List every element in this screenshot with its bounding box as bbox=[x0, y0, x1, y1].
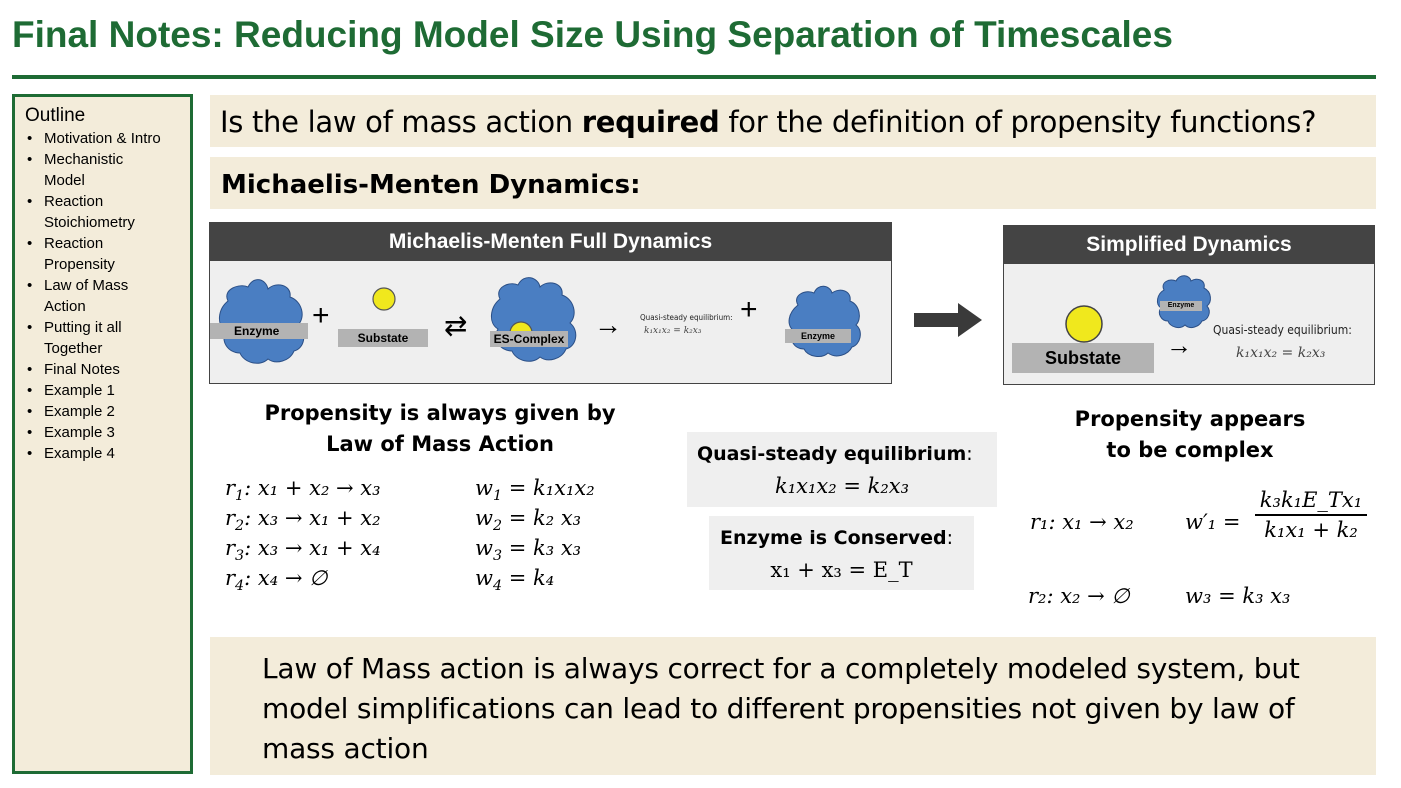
reaction-rows: r1: x₁ + x₂ → x₃ w1 = k₁x₁x₂ r2: x₃ → x₁ +… bbox=[225, 476, 645, 596]
outline-item: Mechanistic bbox=[15, 149, 193, 170]
enzyme-blob bbox=[219, 279, 305, 364]
outline-item: Example 3 bbox=[15, 422, 193, 443]
outline-item: Reaction bbox=[15, 233, 193, 254]
es-complex-label: ES-Complex bbox=[490, 331, 568, 347]
title-divider bbox=[12, 75, 1376, 79]
outline-item: Action bbox=[44, 298, 86, 315]
qse-box: Quasi-steady equilibrium: k₁x₁x₂ = k₂x₃ bbox=[687, 432, 997, 507]
outline-item: Final Notes bbox=[15, 359, 193, 380]
outline-item: Law of Mass bbox=[15, 275, 193, 296]
reaction-list: r1: x₁ + x₂ → x₃ w1 = k₁x₁x₂ r2: x₃ → x₁ +… bbox=[225, 476, 645, 596]
enzyme-label-2: Enzyme bbox=[785, 329, 851, 343]
outline-sidebar: Outline Motivation & IntroMechanistic Mod… bbox=[12, 94, 193, 774]
section-heading: Michaelis-Menten Dynamics: bbox=[221, 170, 641, 200]
reaction-row: r2: x₃ → x₁ + x₂ w2 = k₂ x₃ bbox=[225, 506, 645, 536]
fraction-numerator: k₃k₁E_Tx₁ bbox=[1259, 488, 1363, 512]
reaction-equation: r1: x₁ + x₂ → x₃ bbox=[225, 476, 381, 505]
es-complex-blob bbox=[491, 277, 577, 362]
equilibrium-arrow: ⇄ bbox=[444, 310, 468, 341]
simplified-arrow: → bbox=[1166, 330, 1192, 360]
enzyme-label-small: Enzyme bbox=[1160, 301, 1202, 311]
full-dynamics-panel: Michaelis-Menten Full Dynamics Enzyme + … bbox=[209, 222, 892, 384]
outline-heading: Outline bbox=[25, 105, 86, 126]
simplified-dynamics-panel: Simplified Dynamics Substate Enzyme → Qu… bbox=[1003, 225, 1375, 385]
plus-sign-2: + bbox=[740, 293, 758, 326]
outline-list: Motivation & IntroMechanistic Model Reacti… bbox=[15, 128, 193, 464]
question-band: Is the law of mass action required for t… bbox=[210, 95, 1376, 147]
substrate-label-large: Substate bbox=[1012, 343, 1154, 373]
reaction-row: r4: x₄ → ∅ w4 = k₄ bbox=[225, 566, 645, 596]
simplified-dynamics-diagram bbox=[1065, 275, 1211, 343]
simplified-propensity-2: w₃ = k₃ x₃ bbox=[1185, 584, 1291, 608]
simplified-dynamics-title: Simplified Dynamics bbox=[1004, 226, 1374, 264]
conserved-box-title: Enzyme is Conserved: bbox=[720, 527, 954, 549]
full-dynamics-title: Michaelis-Menten Full Dynamics bbox=[210, 223, 891, 261]
propensity-equation: w4 = k₄ bbox=[475, 566, 555, 595]
reaction-row: r1: x₁ + x₂ → x₃ w1 = k₁x₁x₂ bbox=[225, 476, 645, 506]
outline-item: Stoichiometry bbox=[44, 214, 135, 231]
propensity-equation: w2 = k₂ x₃ bbox=[475, 506, 582, 535]
simplified-propensity-1-fraction: k₃k₁E_Tx₁ k₁x₁ + k₂ bbox=[1255, 488, 1367, 542]
plus-sign: + bbox=[312, 299, 330, 332]
outline-item: Putting it all bbox=[15, 317, 193, 338]
mass-action-caption: Propensity is always given by Law of Mas… bbox=[264, 401, 616, 456]
outline-item: Reaction bbox=[15, 191, 193, 212]
propensity-equation: w3 = k₃ x₃ bbox=[475, 536, 582, 565]
reaction-equation: r3: x₃ → x₁ + x₄ bbox=[225, 536, 381, 565]
big-right-arrow-icon bbox=[914, 303, 982, 337]
enzyme-blob-2 bbox=[788, 285, 861, 357]
outline-item: Example 4 bbox=[15, 443, 193, 464]
outline-item: Example 1 bbox=[15, 380, 193, 401]
conclusion-text: Law of Mass action is always correct for… bbox=[262, 652, 1300, 765]
section-band: Michaelis-Menten Dynamics: bbox=[210, 157, 1376, 209]
qse-small-label: Quasi-steady equilibrium: bbox=[640, 313, 733, 322]
fraction-denominator: k₁x₁ + k₂ bbox=[1264, 518, 1358, 542]
simplified-propensity-1-lhs: w′₁ = bbox=[1185, 510, 1241, 534]
outline-item: Example 2 bbox=[15, 401, 193, 422]
propensity-equation: w1 = k₁x₁x₂ bbox=[475, 476, 595, 505]
question-emphasis: required bbox=[581, 105, 720, 139]
simplified-qse-label: Quasi-steady equilibrium: bbox=[1213, 323, 1352, 337]
reaction-equation: r4: x₄ → ∅ bbox=[225, 566, 328, 595]
conserved-box-equation: x₁ + x₃ = E_T bbox=[770, 558, 913, 582]
conserved-box: Enzyme is Conserved: x₁ + x₃ = E_T bbox=[709, 516, 974, 590]
outline-item: Model bbox=[44, 172, 85, 189]
enzyme-label: Enzyme bbox=[210, 323, 308, 339]
substrate-circle-large bbox=[1065, 305, 1103, 343]
outline-item: Propensity bbox=[44, 256, 115, 273]
conclusion-band: Law of Mass action is always correct for… bbox=[210, 637, 1376, 775]
outline-item: Motivation & Intro bbox=[15, 128, 193, 149]
complex-propensity-caption: Propensity appears to be complex bbox=[1074, 407, 1306, 462]
reaction-equation: r2: x₃ → x₁ + x₂ bbox=[225, 506, 381, 535]
arrow: → bbox=[594, 309, 622, 340]
reaction-row: r3: x₃ → x₁ + x₄ w3 = k₃ x₃ bbox=[225, 536, 645, 566]
substrate-label: Substate bbox=[338, 329, 428, 347]
fraction-bar bbox=[1255, 514, 1367, 516]
substrate-circle bbox=[372, 287, 396, 311]
simplified-reaction-1: r₁: x₁ → x₂ bbox=[1030, 510, 1134, 534]
question-text: Is the law of mass action required for t… bbox=[220, 105, 1317, 139]
simplified-reaction-2: r₂: x₂ → ∅ bbox=[1028, 584, 1130, 608]
qse-small-equation: k₁x₁x₂ = k₂x₃ bbox=[644, 326, 702, 336]
qse-box-title: Quasi-steady equilibrium: bbox=[697, 443, 973, 465]
slide-title: Final Notes: Reducing Model Size Using S… bbox=[12, 14, 1173, 55]
qse-box-equation: k₁x₁x₂ = k₂x₃ bbox=[774, 474, 910, 498]
outline-item: Together bbox=[44, 340, 103, 357]
simplified-qse-equation: k₁x₁x₂ = k₂x₃ bbox=[1236, 345, 1326, 361]
